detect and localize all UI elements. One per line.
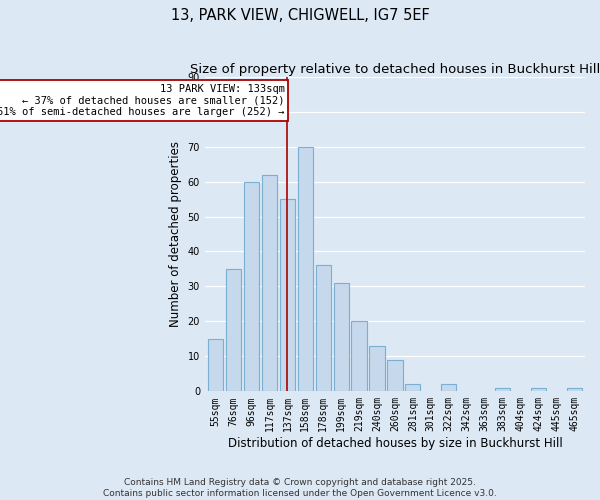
Bar (441, 384, 457, 392)
Bar (352, 322, 367, 392)
Text: Contains HM Land Registry data © Crown copyright and database right 2025.
Contai: Contains HM Land Registry data © Crown c… (103, 478, 497, 498)
X-axis label: Distribution of detached houses by size in Buckhurst Hill: Distribution of detached houses by size … (227, 437, 562, 450)
Bar (244, 182, 259, 392)
Bar (208, 339, 223, 392)
Text: 13, PARK VIEW, CHIGWELL, IG7 5EF: 13, PARK VIEW, CHIGWELL, IG7 5EF (170, 8, 430, 22)
Bar (405, 384, 421, 392)
Bar (334, 283, 349, 392)
Y-axis label: Number of detached properties: Number of detached properties (169, 141, 182, 327)
Bar (566, 388, 582, 392)
Title: Size of property relative to detached houses in Buckhurst Hill: Size of property relative to detached ho… (190, 62, 600, 76)
Bar (298, 146, 313, 392)
Bar (316, 266, 331, 392)
Bar (370, 346, 385, 392)
Bar (280, 199, 295, 392)
Bar (531, 388, 546, 392)
Bar (262, 174, 277, 392)
Bar (388, 360, 403, 392)
Bar (495, 388, 510, 392)
Bar (226, 269, 241, 392)
Text: 13 PARK VIEW: 133sqm
← 37% of detached houses are smaller (152)
61% of semi-deta: 13 PARK VIEW: 133sqm ← 37% of detached h… (0, 84, 284, 117)
